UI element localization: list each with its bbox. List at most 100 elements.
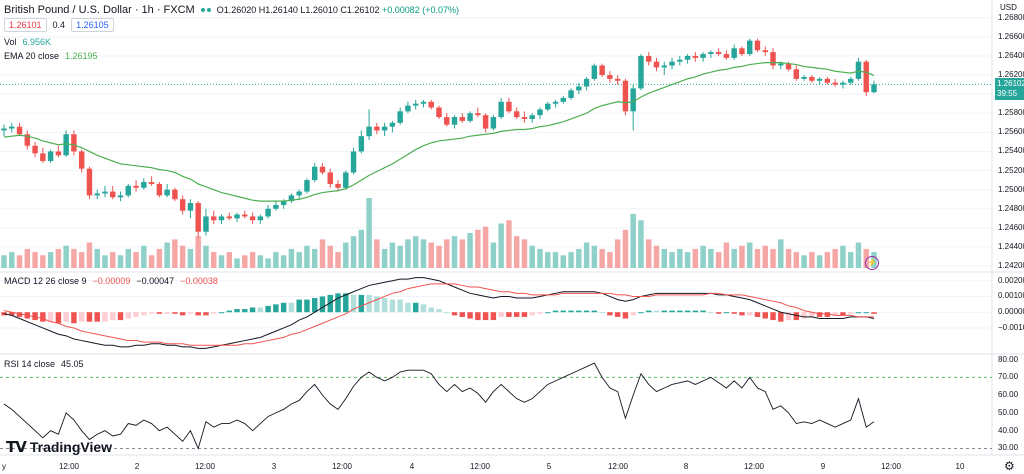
candle-body <box>475 113 481 116</box>
volume-bar <box>576 248 582 268</box>
macd-histogram-bar <box>40 312 46 322</box>
volume-bar <box>110 252 116 268</box>
macd-histogram-bar <box>358 294 365 313</box>
volume-bar <box>630 213 636 268</box>
volume-bar <box>164 242 170 268</box>
lightning-icon[interactable]: ⚡ <box>865 256 879 270</box>
macd-histogram-bar <box>436 309 442 313</box>
buy-price-button[interactable]: 1.26105 <box>71 18 114 32</box>
macd-histogram-bar <box>296 299 302 313</box>
volume-bar <box>607 252 613 268</box>
macd-histogram-bar <box>280 302 287 313</box>
candle-body <box>125 185 132 196</box>
volume-bar <box>653 245 660 268</box>
macd-histogram-bar <box>568 310 574 313</box>
volume-bar <box>148 255 155 268</box>
candle-body <box>708 52 714 55</box>
macd-histogram-bar <box>63 312 69 322</box>
candlestick-series <box>1 38 877 238</box>
volume-bar <box>669 252 675 268</box>
tradingview-logo[interactable]: TV TradingView <box>6 438 112 456</box>
volume-bar <box>545 252 551 268</box>
sell-price-button[interactable]: 1.26101 <box>4 18 47 32</box>
macd-histogram-bar <box>700 310 706 313</box>
candle-body <box>801 76 807 79</box>
currency-label[interactable]: USD <box>1000 3 1017 12</box>
macd-histogram-bar <box>350 294 357 313</box>
price-tick-label: 1.24800 <box>998 203 1024 213</box>
gear-icon[interactable]: ⚙ <box>1004 459 1015 473</box>
macd-histogram-bar <box>506 312 512 317</box>
volume-bar <box>583 242 590 268</box>
candle-body <box>366 126 372 137</box>
spread-value: 0.4 <box>52 20 66 30</box>
volume-legend[interactable]: Vol 6.956K <box>4 37 51 47</box>
volume-bar <box>16 255 23 268</box>
macd-legend[interactable]: MACD 12 26 close 9 −0.00009 −0.00047 −0.… <box>4 276 218 286</box>
time-tick-label: 4 <box>409 462 415 471</box>
volume-bar <box>677 248 683 268</box>
price-tick-label: 1.25000 <box>998 184 1024 194</box>
volume-bar <box>746 242 753 268</box>
macd-histogram-bar <box>444 312 450 314</box>
volume-bar <box>708 248 714 268</box>
candle-body <box>731 48 737 58</box>
volume-bar <box>529 245 535 268</box>
volume-bar <box>125 248 132 268</box>
price-tick-label: 1.26400 <box>998 50 1024 60</box>
macd-histogram-bar <box>141 312 147 316</box>
candle-body <box>809 76 815 81</box>
candle-body <box>467 113 473 121</box>
macd-histogram-bar <box>110 312 116 321</box>
candle-body <box>374 126 380 131</box>
ohlc-values: O1.26020 H1.26140 L1.26010 C1.26102 +0.0… <box>217 5 459 15</box>
macd-histogram-bar <box>420 304 427 313</box>
volume-bar <box>78 252 85 268</box>
time-tick-label: y <box>2 462 6 471</box>
candle-body <box>444 117 450 125</box>
ema-20-line <box>3 62 875 202</box>
macd-histogram-bar <box>545 312 551 314</box>
candle-body <box>203 216 209 232</box>
volume-bar <box>661 248 667 268</box>
macd-histogram-bar <box>847 312 854 314</box>
volume-bar <box>793 252 800 268</box>
candle-body <box>770 52 776 66</box>
volume-bar <box>242 255 248 268</box>
candle-body <box>630 88 636 112</box>
volume-bar <box>9 252 15 268</box>
volume-bar <box>739 245 745 268</box>
rsi-legend[interactable]: RSI 14 close 45.05 <box>4 359 84 369</box>
volume-bar <box>265 258 271 268</box>
candle-body <box>420 101 427 104</box>
candle-body <box>288 195 295 202</box>
symbol-title[interactable]: British Pound / U.S. Dollar · 1h · FXCM <box>4 4 195 16</box>
macd-histogram-bar <box>451 312 458 316</box>
macd-histogram-bar <box>94 312 100 322</box>
volume-bar <box>560 255 567 268</box>
symbol-legend: British Pound / U.S. Dollar · 1h · FXCM … <box>4 4 459 16</box>
macd-histogram-bar <box>467 312 473 319</box>
macd-histogram-bar <box>16 312 23 317</box>
volume-bar <box>102 255 108 268</box>
macd-histogram-bar <box>475 312 481 321</box>
time-tick-label: 8 <box>683 462 689 471</box>
macd-histogram-bar <box>288 302 295 313</box>
ema-legend[interactable]: EMA 20 close 1.26195 <box>4 51 98 61</box>
volume-bar <box>646 239 652 268</box>
candle-body <box>785 63 792 70</box>
volume-bar <box>211 252 217 268</box>
candle-body <box>16 126 23 135</box>
bid-ask-row: 1.26101 0.4 1.26105 <box>4 18 114 32</box>
macd-histogram-bar <box>778 312 784 322</box>
macd-histogram-bar <box>273 304 279 313</box>
time-tick-label: 10 <box>955 462 965 471</box>
macd-histogram-bar <box>335 293 341 313</box>
candle-body <box>638 55 644 89</box>
macd-signal-value: −0.00038 <box>180 276 218 286</box>
candle-body <box>552 101 559 104</box>
macd-histogram-bar <box>638 312 644 314</box>
volume-bar <box>847 252 854 268</box>
volume-bar <box>343 242 349 268</box>
